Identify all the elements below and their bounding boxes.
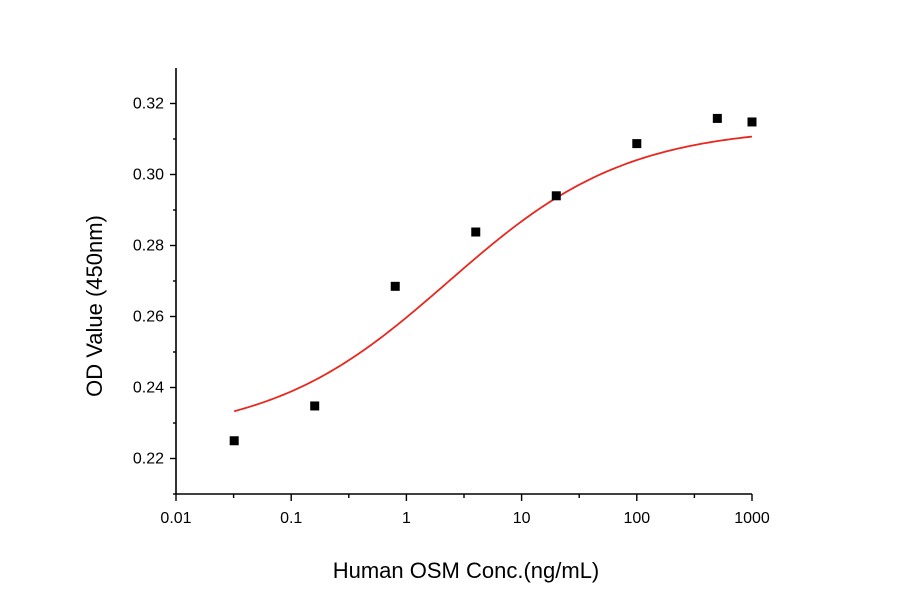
data-point	[632, 139, 642, 149]
x-tick-label: 100	[623, 510, 650, 527]
x-tick-label: 10	[513, 510, 531, 527]
y-tick-label: 0.22	[133, 451, 164, 468]
data-point	[712, 113, 722, 123]
y-tick-label: 0.32	[133, 96, 164, 113]
y-tick-label: 0.26	[133, 309, 164, 326]
data-point	[551, 191, 561, 201]
y-tick-label: 0.30	[133, 167, 164, 184]
y-ticks: 0.22 0.24 0.26 0.28 0.30 0.32	[133, 96, 176, 495]
data-point	[229, 436, 239, 446]
x-tick-label: 1	[402, 510, 411, 527]
x-axis-title: Human OSM Conc.(ng/mL)	[333, 558, 600, 583]
x-tick-label: 0.1	[280, 510, 302, 527]
y-tick-label: 0.24	[133, 380, 164, 397]
data-point	[390, 281, 400, 291]
x-tick-label: 1000	[734, 510, 770, 527]
fit-curve	[233, 135, 753, 413]
data-point	[747, 117, 757, 127]
y-axis-title: OD Value (450nm)	[82, 215, 107, 397]
y-tick-label: 0.28	[133, 238, 164, 255]
data-points	[229, 113, 757, 446]
x-ticks: 0.01 0.1 1 10 100 1000	[160, 494, 770, 527]
data-point	[310, 401, 320, 411]
x-tick-label: 0.01	[160, 510, 191, 527]
axes	[175, 68, 752, 495]
data-point	[471, 227, 481, 237]
